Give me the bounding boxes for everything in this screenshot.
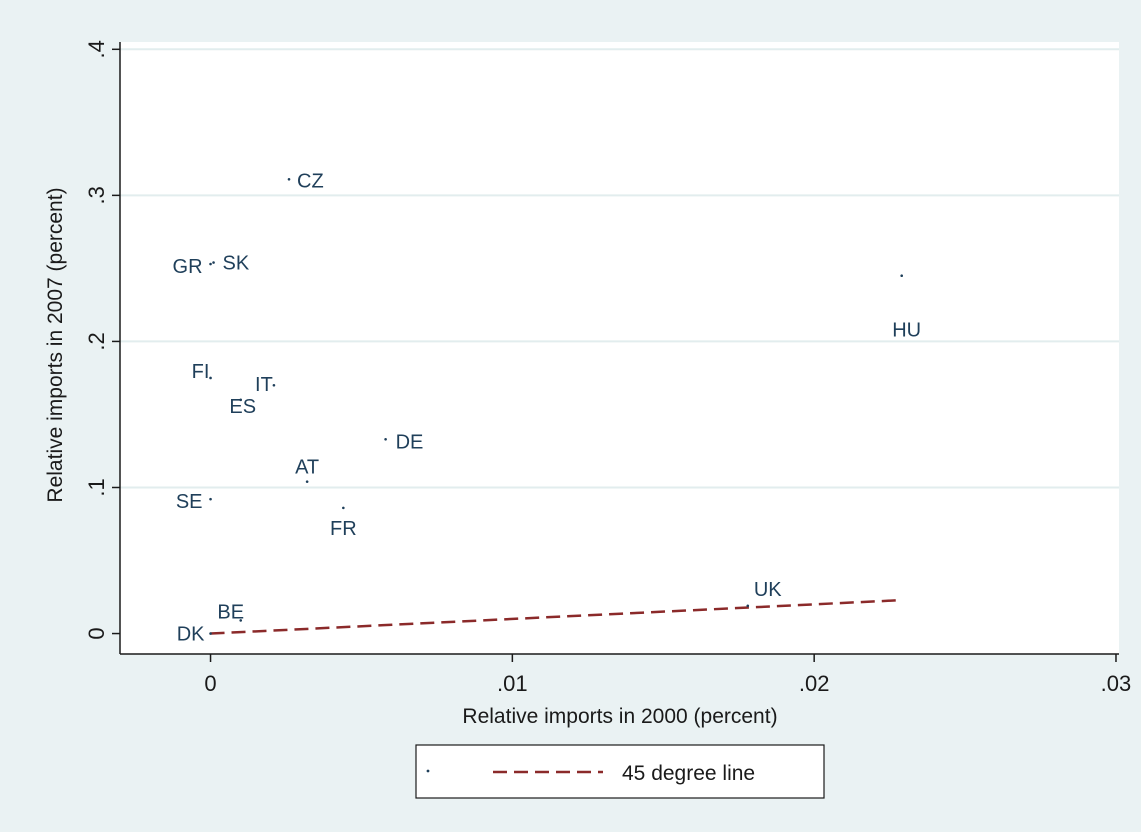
plot-area xyxy=(120,42,1119,654)
point-label: FR xyxy=(330,518,357,540)
data-point xyxy=(209,497,212,501)
point-label: SK xyxy=(223,253,250,275)
data-point xyxy=(209,376,212,380)
y-tick-label: .1 xyxy=(84,478,109,496)
axes xyxy=(119,42,1119,655)
point-label: SE xyxy=(176,491,203,513)
point-label: ES xyxy=(229,396,256,418)
point-label: HU xyxy=(892,320,921,342)
x-axis-title: Relative imports in 2000 (percent) xyxy=(462,705,777,728)
data-point xyxy=(746,604,750,608)
data-point xyxy=(384,437,387,441)
data-point xyxy=(239,619,243,622)
x-tick-label: .02 xyxy=(799,671,830,696)
point-label: FI xyxy=(192,361,210,383)
x-tick-label: .03 xyxy=(1101,671,1132,696)
legend-marker-symbol xyxy=(426,769,430,773)
point-label: BE xyxy=(217,601,244,623)
data-point xyxy=(900,274,903,277)
point-label: CZ xyxy=(297,170,324,192)
x-tick-label: 0 xyxy=(204,671,216,696)
legend-label-45-degree-line: 45 degree line xyxy=(622,762,755,785)
point-label: IT xyxy=(255,374,273,396)
y-tick-label: .3 xyxy=(84,186,109,204)
x-tick-label: .01 xyxy=(497,671,528,696)
x-ticks: 0 .01 .02 .03 xyxy=(204,654,1131,696)
data-point xyxy=(209,262,212,266)
point-label: UK xyxy=(754,579,782,601)
point-label: AT xyxy=(295,457,319,479)
data-point xyxy=(287,177,291,181)
line-45-degree xyxy=(210,598,902,635)
reference-line xyxy=(210,598,902,635)
y-axis-title: Relative imports in 2007 (percent) xyxy=(44,187,67,502)
gridlines xyxy=(120,48,1119,489)
point-label: DK xyxy=(177,624,205,646)
point-label: DE xyxy=(396,431,424,453)
data-point xyxy=(209,632,212,635)
y-tick-label: .2 xyxy=(84,332,109,350)
data-point xyxy=(212,261,215,264)
y-tick-label: 0 xyxy=(84,627,109,639)
y-tick-label: .4 xyxy=(84,40,109,58)
data-point xyxy=(342,506,345,510)
data-point xyxy=(272,383,276,387)
data-point xyxy=(239,398,243,402)
legend: 45 degree line xyxy=(415,744,825,799)
y-ticks: 0 .1 .2 .3 .4 xyxy=(84,40,120,640)
point-label: GR xyxy=(173,256,203,278)
data-point xyxy=(305,480,309,483)
legend-box xyxy=(415,744,825,799)
